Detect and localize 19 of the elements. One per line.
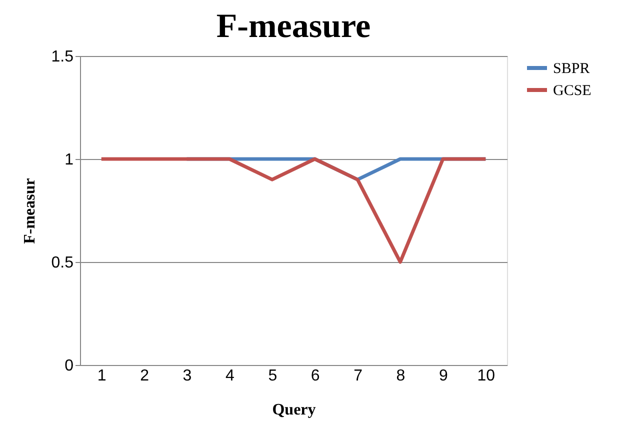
legend-label: GCSE (553, 83, 592, 99)
x-tick-label: 7 (354, 368, 363, 384)
x-tick-label: 3 (182, 368, 192, 384)
y-axis-title: F-measur (21, 178, 38, 244)
x-axis-title: Query (272, 402, 316, 418)
y-tick-label: 1 (64, 152, 74, 168)
x-tick-label: 1 (97, 368, 106, 384)
y-tick-label: 0.5 (51, 254, 74, 272)
x-tick-label: 2 (140, 368, 150, 384)
legend-label: SBPR (553, 61, 590, 77)
x-tick-label: 5 (268, 368, 278, 384)
y-tick-label: 0 (64, 358, 74, 374)
x-tick-label: 9 (438, 368, 448, 384)
chart-title: F-measure (216, 8, 371, 45)
x-tick-label: 6 (310, 368, 320, 384)
x-tick-label: 10 (477, 368, 496, 384)
x-tick-label: 4 (225, 368, 234, 384)
y-tick-label: 1.5 (51, 48, 74, 66)
x-tick-label: 8 (396, 368, 406, 384)
